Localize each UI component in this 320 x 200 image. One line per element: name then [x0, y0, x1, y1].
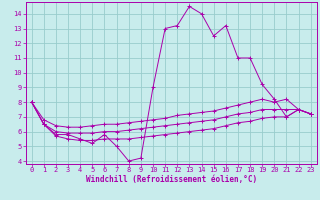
X-axis label: Windchill (Refroidissement éolien,°C): Windchill (Refroidissement éolien,°C)	[86, 175, 257, 184]
